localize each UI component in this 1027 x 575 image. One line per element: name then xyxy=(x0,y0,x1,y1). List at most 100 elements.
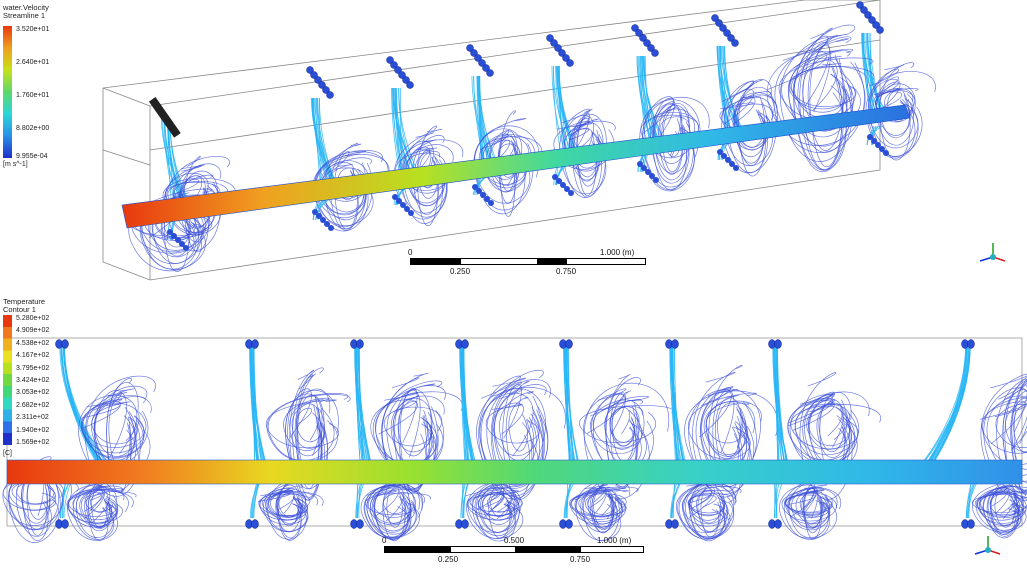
velocity-streamlines xyxy=(128,24,936,272)
streamline xyxy=(63,343,97,461)
streamline xyxy=(639,55,652,141)
streamline xyxy=(773,343,782,461)
nozzle-icon xyxy=(719,24,727,32)
streamline xyxy=(268,489,304,518)
streamline xyxy=(558,65,577,153)
streamline xyxy=(80,488,125,525)
velocity-streamline-viewport[interactable]: water.Velocity Streamline 1 3.520e+01 2.… xyxy=(0,0,1027,287)
nozzle-icon xyxy=(148,97,181,138)
nozzle-icon xyxy=(876,26,884,34)
streamline xyxy=(22,456,52,541)
nozzle-pairs xyxy=(55,339,975,529)
streamline xyxy=(128,188,213,272)
nozzle-icon xyxy=(883,150,889,156)
nozzle-icon xyxy=(470,49,478,57)
nozzle-icon xyxy=(402,76,410,84)
streamline xyxy=(996,378,1027,493)
streamline xyxy=(162,117,181,201)
streamline xyxy=(924,343,966,461)
temperature-contour-render[interactable] xyxy=(0,288,1027,575)
legend-title: Temperature xyxy=(3,297,46,306)
streamline xyxy=(372,391,463,472)
scale-label-quarter: 0.250 xyxy=(450,267,471,276)
streamline xyxy=(671,343,683,461)
streamline xyxy=(471,492,520,521)
streamline xyxy=(677,484,727,540)
streamline xyxy=(67,490,134,524)
nozzle-icon xyxy=(721,153,727,159)
streamline xyxy=(609,405,643,443)
streamline xyxy=(474,125,540,215)
axis-triad-icon[interactable] xyxy=(975,240,1009,270)
nozzle-icon xyxy=(867,134,873,140)
streamline xyxy=(358,343,364,461)
nozzle-icon xyxy=(398,71,406,79)
streamline xyxy=(705,401,756,459)
streamline xyxy=(265,488,309,532)
nozzle-icon xyxy=(550,39,558,47)
axis-triad-icon[interactable] xyxy=(970,533,1004,563)
nozzle-icon xyxy=(474,54,482,62)
temperature-contour-viewport[interactable]: Temperature Contour 1 5.280e+02 4.909e+02… xyxy=(0,288,1027,575)
streamline xyxy=(570,486,639,525)
streamline xyxy=(791,66,869,113)
streamline xyxy=(494,388,537,472)
streamline xyxy=(724,45,739,129)
streamline xyxy=(249,343,258,461)
nozzle-icon xyxy=(472,184,478,190)
streamline xyxy=(508,396,529,452)
streamline xyxy=(644,55,652,141)
nozzle-icon xyxy=(320,217,326,223)
legend-tick: 4.538e+02 xyxy=(16,339,50,347)
nozzle-icon xyxy=(478,59,486,67)
streamline xyxy=(459,343,472,461)
scale-segment xyxy=(410,258,460,265)
legend-tick: 2.311e+02 xyxy=(16,414,49,422)
streamline xyxy=(605,374,639,489)
streamline xyxy=(788,397,856,465)
nozzle-icon xyxy=(647,44,655,52)
nozzle-icon xyxy=(562,54,570,62)
nozzle-icon xyxy=(564,186,570,192)
scale-label-zero: 0 xyxy=(382,536,387,545)
streamline xyxy=(933,343,969,461)
streamline xyxy=(391,87,401,177)
streamline xyxy=(671,483,681,519)
legend-color-ramp xyxy=(3,26,12,158)
streamline xyxy=(986,395,1027,476)
nozzle-icon xyxy=(386,56,394,64)
streamline xyxy=(589,393,642,471)
nozzle-icon xyxy=(61,339,69,349)
nozzle-icon xyxy=(653,177,659,183)
streamline xyxy=(1011,397,1027,470)
nozzle-icon xyxy=(482,64,490,72)
nozzle-icon xyxy=(872,21,880,29)
inlet-pipe xyxy=(121,104,911,229)
velocity-streamline-render[interactable] xyxy=(0,0,1027,287)
nozzle-icon xyxy=(560,182,566,188)
nozzle-icon xyxy=(715,19,723,27)
streamline xyxy=(583,393,654,477)
streamline xyxy=(392,397,433,471)
legend-color-ramp xyxy=(3,315,12,445)
nozzle-icon xyxy=(392,194,398,200)
streamline xyxy=(375,383,444,473)
streamline xyxy=(967,483,977,519)
streamline xyxy=(375,392,437,466)
scale-segment xyxy=(566,258,646,265)
nozzle-icon xyxy=(967,339,975,349)
nozzle-icon xyxy=(396,198,402,204)
streamline xyxy=(983,387,1027,493)
streamline xyxy=(152,192,197,264)
nozzle-icon xyxy=(390,61,398,69)
nozzle-icon xyxy=(554,44,562,52)
streamline xyxy=(816,402,848,458)
streamline xyxy=(297,394,325,476)
streamline xyxy=(990,486,1018,535)
nozzle-icon xyxy=(731,39,739,47)
streamline xyxy=(477,75,484,165)
streamline xyxy=(382,486,410,525)
scale-label-max: 1.000 (m) xyxy=(600,248,635,257)
domain-box-outline xyxy=(102,0,881,281)
nozzle-icon xyxy=(404,206,410,212)
